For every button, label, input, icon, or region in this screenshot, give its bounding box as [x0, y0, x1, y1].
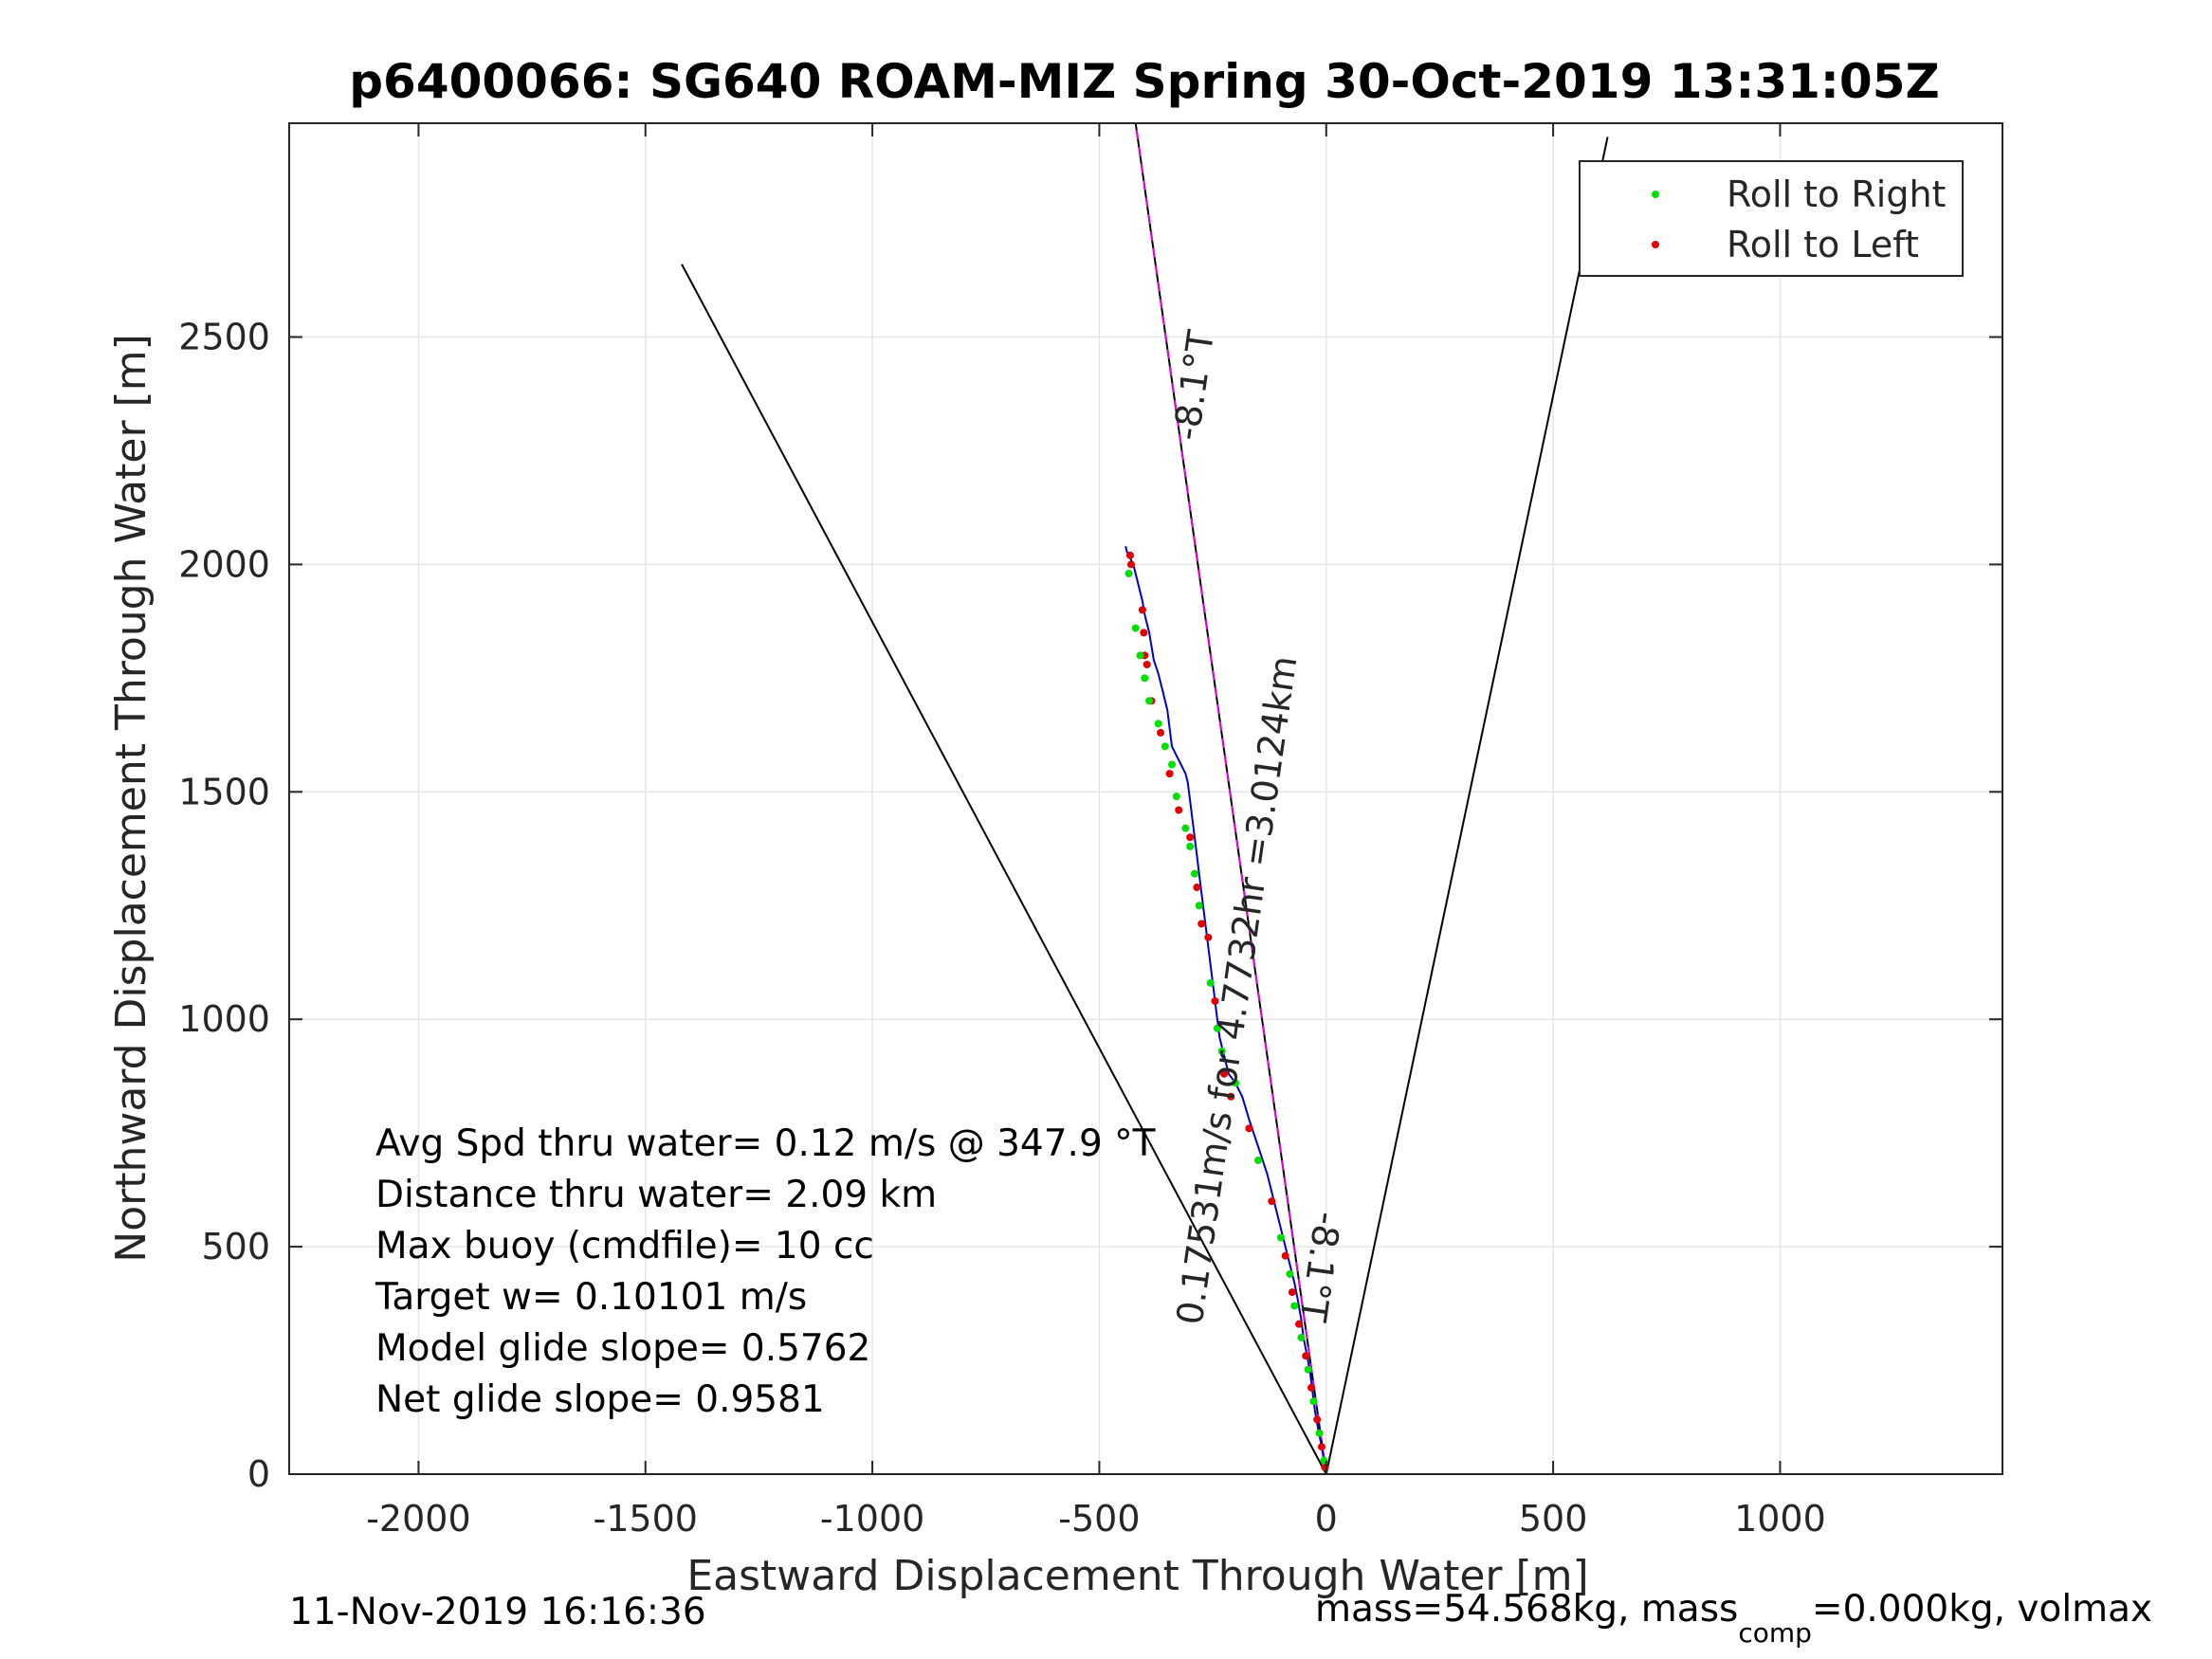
legend-marker-roll-right	[1652, 191, 1659, 198]
roll-left-point	[1204, 933, 1213, 941]
roll-left-point	[1302, 1352, 1310, 1360]
roll-right-point	[1195, 902, 1203, 910]
footer-mass-main: mass=54.568kg, mass	[1315, 1588, 1738, 1631]
x-tick-label: -1000	[820, 1498, 924, 1540]
y-tick-label: 1000	[178, 998, 270, 1040]
roll-left-point	[1138, 606, 1146, 614]
y-tick-label: 2500	[178, 317, 270, 358]
footer-timestamp: 11-Nov-2019 16:16:36	[289, 1591, 706, 1633]
roll-right-point	[1253, 1156, 1262, 1164]
roll-right-point	[1315, 1429, 1324, 1437]
x-tick-label: -2000	[366, 1498, 470, 1540]
roll-right-point	[1161, 742, 1169, 751]
legend-box	[1579, 160, 1964, 277]
info-line: Target w= 0.10101 m/s	[375, 1276, 807, 1319]
roll-right-point	[1309, 1397, 1318, 1406]
roll-right-point	[1131, 624, 1140, 632]
roll-left-point	[1321, 1463, 1329, 1471]
roll-right-point	[1286, 1269, 1294, 1278]
roll-left-point	[1186, 833, 1195, 842]
roll-points	[1124, 551, 1329, 1471]
roll-left-point	[1197, 920, 1206, 928]
roll-right-point	[1186, 842, 1195, 850]
info-line: Net glide slope= 0.9581	[375, 1378, 825, 1421]
roll-left-point	[1295, 1320, 1304, 1328]
info-box: Avg Spd thru water= 0.12 m/s @ 347.9 °T D…	[375, 1122, 1156, 1421]
y-tick-label: 0	[247, 1453, 270, 1495]
track-line	[1124, 545, 1327, 1475]
roll-right-point	[1190, 869, 1198, 878]
roll-left-point	[1313, 1415, 1322, 1424]
envelope-line	[1325, 137, 1609, 1475]
roll-right-point	[1141, 674, 1149, 683]
footer-mass-sub: comp	[1738, 1617, 1812, 1649]
y-tick-label: 2000	[178, 543, 270, 585]
roll-right-point	[1154, 720, 1162, 728]
roll-left-point	[1143, 660, 1151, 668]
roll-left-point	[1281, 1251, 1289, 1260]
roll-left-point	[1193, 884, 1201, 892]
y-tick-label: 500	[201, 1226, 270, 1267]
legend: Roll to Right Roll to Left	[1579, 160, 1964, 277]
x-tick-label: 0	[1315, 1498, 1338, 1540]
roll-right-point	[1213, 1024, 1221, 1032]
info-line: Max buoy (cmdfile)= 10 cc	[375, 1225, 874, 1267]
plot-frame	[288, 122, 2003, 1475]
roll-left-point	[1307, 1383, 1315, 1392]
heading-line	[1134, 122, 1327, 1475]
roll-left-point	[1140, 629, 1148, 637]
y-tick-label: 1500	[178, 771, 270, 812]
legend-label-roll-left: Roll to Left	[1727, 224, 1919, 265]
x-tick-label: 500	[1519, 1498, 1588, 1540]
roll-left-point	[1125, 551, 1134, 559]
legend-marker-roll-left	[1652, 241, 1659, 248]
roll-left-point	[1165, 770, 1174, 778]
heading-line-dashed	[1134, 122, 1327, 1475]
roll-left-point	[1175, 806, 1183, 814]
footer-mass-text: mass=54.568kg, masscomp=0.000kg, volmax	[1315, 1588, 2152, 1649]
roll-left-point	[1211, 997, 1219, 1006]
roll-left-point	[1227, 1092, 1235, 1101]
x-tick-label: 1000	[1734, 1498, 1826, 1540]
info-line: Model glide slope= 0.5762	[375, 1327, 870, 1370]
roll-left-point	[1317, 1443, 1325, 1451]
roll-right-point	[1290, 1302, 1299, 1310]
roll-right-point	[1232, 1079, 1240, 1087]
legend-label-roll-right: Roll to Right	[1727, 173, 1946, 215]
roll-right-point	[1172, 793, 1180, 801]
roll-right-point	[1136, 651, 1144, 660]
chart-title: p6400066: SG640 ROAM-MIZ Spring 30-Oct-2…	[349, 54, 1940, 109]
envelope-line	[681, 264, 1327, 1475]
axis-ticks: -2000 -1500 -1000 -500 0 500 1000 0 500 1000 1500 2…	[178, 123, 2002, 1540]
roll-left-point	[1268, 1197, 1276, 1206]
x-tick-label: -1500	[594, 1498, 698, 1540]
y-axis-label: Northward Displacement Through Water [m]	[107, 334, 155, 1262]
x-axis-label: Eastward Displacement Through Water [m]	[686, 1552, 1588, 1600]
x-tick-label: -500	[1058, 1498, 1140, 1540]
roll-right-point	[1168, 760, 1177, 769]
roll-left-point	[1245, 1124, 1253, 1133]
footer-mass-rest: =0.000kg, volmax	[1812, 1588, 2152, 1631]
roll-left-point	[1157, 728, 1165, 737]
roll-left-point	[1220, 1069, 1229, 1078]
info-line: Distance thru water= 2.09 km	[375, 1174, 937, 1216]
roll-right-point	[1181, 824, 1190, 832]
info-line: Avg Spd thru water= 0.12 m/s @ 347.9 °T	[375, 1122, 1156, 1165]
roll-left-point	[1126, 560, 1135, 569]
roll-right-point	[1206, 978, 1215, 987]
roll-right-point	[1145, 697, 1154, 705]
roll-right-point	[1304, 1365, 1312, 1374]
glider-track	[1124, 545, 1327, 1475]
roll-right-point	[1276, 1233, 1285, 1242]
roll-right-point	[1297, 1334, 1306, 1342]
plot-area	[289, 123, 2002, 1474]
roll-left-point	[1288, 1288, 1296, 1297]
roll-right-point	[1217, 1047, 1226, 1055]
roll-right-point	[1124, 570, 1133, 577]
envelope-lines	[681, 137, 1609, 1475]
